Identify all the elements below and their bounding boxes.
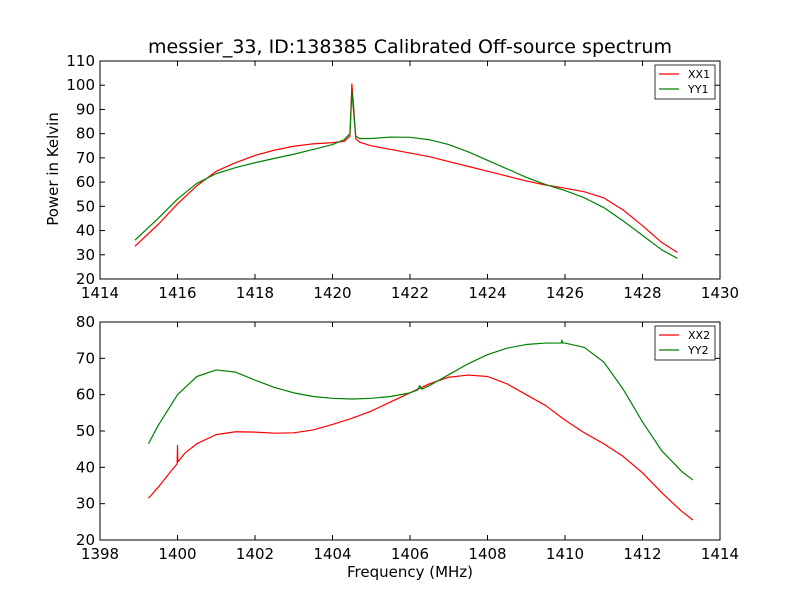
x-tick-label: 1400 — [158, 545, 196, 563]
series-line-yy2 — [147, 339, 694, 481]
x-tick-label: 1414 — [81, 284, 119, 302]
legend-label-xx1: XX1 — [688, 68, 710, 81]
y-tick-label: 40 — [76, 222, 95, 240]
x-tick-label: 1414 — [701, 545, 739, 563]
chart-title: messier_33, ID:138385 Calibrated Off-sou… — [148, 36, 672, 58]
x-tick-label: 1428 — [623, 284, 661, 302]
y-tick-label: 60 — [76, 173, 95, 191]
y-tick-label: 90 — [76, 100, 95, 118]
x-tick-label: 1398 — [81, 545, 119, 563]
y-tick-label: 20 — [76, 531, 95, 549]
legend-box — [654, 64, 716, 100]
legend-label-yy1: YY1 — [687, 83, 708, 96]
y-tick-label: 100 — [66, 76, 95, 94]
plot-area — [100, 322, 720, 540]
bottom-plot: 1398 1400 1402 1404 1406 1408 1410 1412 1414 20 30… — [76, 313, 739, 563]
series-line-xx1 — [134, 83, 678, 253]
x-tick-label: 1416 — [158, 284, 196, 302]
y-tick-label: 40 — [76, 458, 95, 476]
y-tick-label: 80 — [76, 313, 95, 331]
top-y-axis-label: Power in Kelvin — [44, 112, 62, 226]
y-tick-label: 110 — [66, 52, 95, 70]
x-tick-label: 1420 — [313, 284, 351, 302]
x-tick-label: 1408 — [468, 545, 506, 563]
x-tick-label: 1410 — [546, 545, 584, 563]
plot-area — [100, 61, 720, 279]
x-tick-label: 1402 — [236, 545, 274, 563]
y-tick-label: 50 — [76, 422, 95, 440]
y-tick-label: 30 — [76, 495, 95, 513]
legend-box — [654, 325, 716, 361]
x-tick-label: 1426 — [546, 284, 584, 302]
top-plot: 1414 1416 1418 1420 1422 1424 1426 1428 1430 20 30… — [66, 52, 739, 302]
x-tick-label: 1404 — [313, 545, 351, 563]
y-tick-label: 60 — [76, 386, 95, 404]
x-tick-label: 1412 — [623, 545, 661, 563]
y-tick-label: 50 — [76, 197, 95, 215]
legend-label-yy2: YY2 — [687, 344, 708, 357]
x-tick-label: 1422 — [391, 284, 429, 302]
x-axis-label: Frequency (MHz) — [347, 563, 473, 581]
x-tick-label: 1424 — [468, 284, 506, 302]
y-tick-label: 20 — [76, 270, 95, 288]
x-tick-label: 1430 — [701, 284, 739, 302]
y-tick-label: 70 — [76, 349, 95, 367]
y-tick-label: 30 — [76, 246, 95, 264]
y-tick-label: 80 — [76, 125, 95, 143]
series-line-yy1 — [134, 90, 678, 259]
x-tick-label: 1406 — [391, 545, 429, 563]
y-tick-label: 70 — [76, 149, 95, 167]
x-tick-label: 1418 — [236, 284, 274, 302]
series-line-xx2 — [147, 374, 694, 521]
legend-label-xx2: XX2 — [688, 329, 710, 342]
